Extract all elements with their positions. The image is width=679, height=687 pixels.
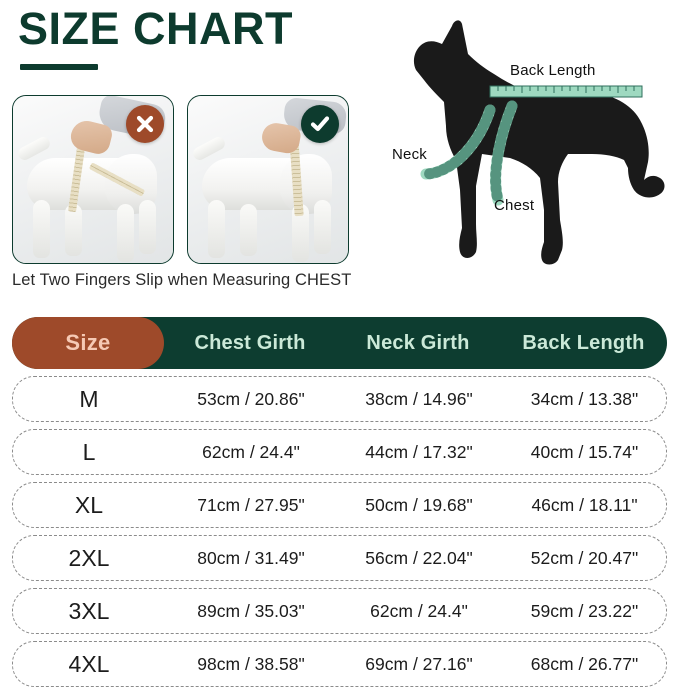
cell-neck-girth: 62cm / 24.4"	[370, 600, 468, 621]
table-row: L 62cm / 24.4" 44cm / 17.32" 40cm / 15.7…	[12, 429, 667, 475]
cell-size: 2XL	[68, 544, 110, 571]
label-chest: Chest	[494, 197, 535, 214]
x-mark-icon	[126, 105, 164, 143]
mannequin-leg	[65, 204, 82, 256]
label-back-length: Back Length	[510, 62, 596, 79]
table-row: XL 71cm / 27.95" 50cm / 19.68" 46cm / 18…	[12, 482, 667, 528]
mannequin-leg	[292, 204, 309, 262]
measurement-caption: Let Two Fingers Slip when Measuring CHES…	[12, 271, 352, 289]
measurement-photo-panels	[12, 95, 356, 265]
size-table: Size Chest Girth Neck Girth Back Length …	[12, 317, 667, 687]
check-mark-icon	[301, 105, 339, 143]
mannequin-leg	[117, 204, 134, 262]
cell-size: L	[82, 438, 96, 465]
cell-back-length: 52cm / 20.47"	[530, 547, 639, 568]
table-row: M 53cm / 20.86" 38cm / 14.96" 34cm / 13.…	[12, 376, 667, 422]
cell-chest-girth: 80cm / 31.49"	[197, 547, 305, 568]
cell-back-length: 46cm / 18.11"	[531, 494, 638, 515]
header-cell-size: Size	[12, 317, 164, 369]
cell-neck-girth: 44cm / 17.32"	[365, 441, 473, 462]
table-row: 2XL 80cm / 31.49" 56cm / 22.04" 52cm / 2…	[12, 535, 667, 581]
cell-size: 4XL	[68, 650, 110, 677]
cell-size: M	[79, 385, 99, 412]
table-header-row: Size Chest Girth Neck Girth Back Length	[12, 317, 667, 369]
cell-neck-girth: 56cm / 22.04"	[365, 547, 473, 568]
size-chart-page: SIZE CHART	[12, 3, 672, 687]
header-cell-chest-girth: Chest Girth	[194, 331, 306, 354]
mannequin-leg	[33, 200, 50, 258]
page-title: SIZE CHART	[18, 3, 293, 54]
mannequin-leg	[240, 204, 257, 256]
label-neck: Neck	[392, 146, 427, 163]
dog-measurement-diagram: Back Length Neck Chest	[372, 10, 672, 290]
mannequin-leg	[208, 200, 225, 258]
cell-neck-girth: 69cm / 27.16"	[365, 653, 473, 674]
cell-back-length: 40cm / 15.74"	[530, 441, 639, 462]
photo-panel-incorrect	[12, 95, 174, 264]
back-length-tape	[489, 85, 643, 98]
table-row: 4XL 98cm / 38.58" 69cm / 27.16" 68cm / 2…	[12, 641, 667, 687]
photo-panel-correct	[187, 95, 349, 264]
cell-neck-girth: 38cm / 14.96"	[365, 388, 473, 409]
cell-neck-girth: 50cm / 19.68"	[365, 494, 473, 515]
mannequin-leg	[139, 200, 156, 254]
cell-size: 3XL	[68, 597, 110, 624]
cell-chest-girth: 62cm / 24.4"	[202, 441, 300, 462]
header-cell-back-length: Back Length	[522, 331, 645, 354]
cell-back-length: 68cm / 26.77"	[530, 653, 639, 674]
header-size-label: Size	[65, 330, 111, 355]
chest-tape	[490, 100, 518, 206]
mannequin-leg	[314, 200, 331, 254]
table-row: 3XL 89cm / 35.03" 62cm / 24.4" 59cm / 23…	[12, 588, 667, 634]
cell-back-length: 34cm / 13.38"	[530, 388, 639, 409]
cell-chest-girth: 53cm / 20.86"	[197, 388, 305, 409]
photo-correct-image	[188, 96, 348, 263]
cell-chest-girth: 71cm / 27.95"	[197, 494, 305, 515]
neck-tape	[420, 104, 496, 180]
title-underline	[20, 64, 98, 70]
cell-size: XL	[74, 491, 104, 518]
dog-silhouette	[413, 20, 665, 265]
cell-back-length: 59cm / 23.22"	[530, 600, 639, 621]
cell-chest-girth: 98cm / 38.58"	[197, 653, 305, 674]
header-cell-neck-girth: Neck Girth	[366, 331, 470, 354]
cell-chest-girth: 89cm / 35.03"	[197, 600, 305, 621]
